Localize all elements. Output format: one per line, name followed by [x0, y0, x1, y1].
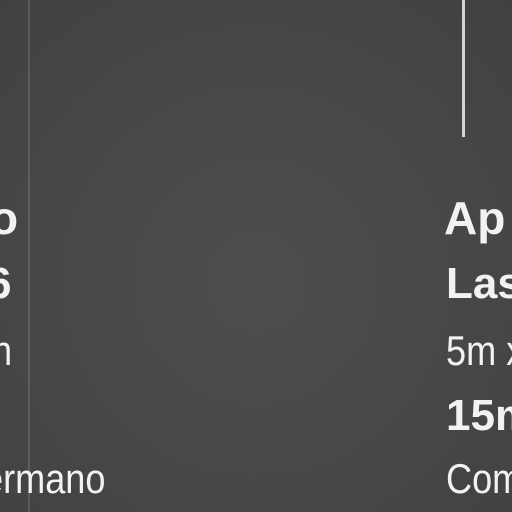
left-fragment-line-1: o	[0, 192, 19, 244]
left-fragment-line-4: ermano	[0, 455, 106, 502]
right-fragment-line-2: Las	[446, 259, 512, 308]
right-fragment-line-4: 15m	[446, 391, 512, 440]
left-fragment-line-3: n	[0, 330, 12, 372]
right-divider	[462, 0, 465, 137]
left-divider	[28, 0, 30, 512]
right-fragment-line-3: 5m x	[446, 327, 512, 374]
right-fragment-line-5: Com	[446, 455, 512, 502]
right-fragment-line-1: Ap	[444, 192, 506, 244]
left-fragment-line-2: 6	[0, 262, 11, 306]
